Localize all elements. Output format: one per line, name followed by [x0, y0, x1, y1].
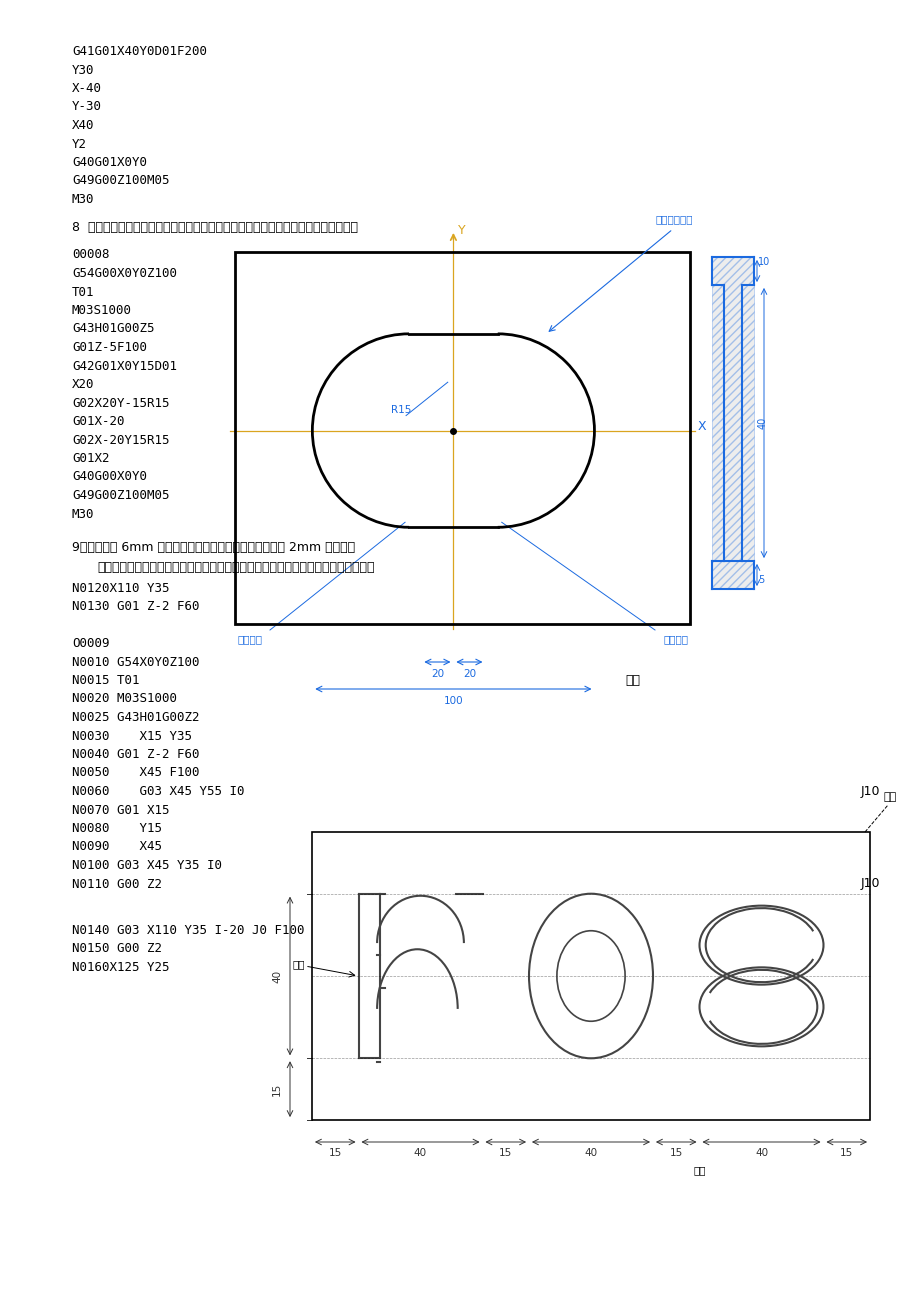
- Text: 15: 15: [669, 1148, 682, 1158]
- Text: 15: 15: [839, 1148, 853, 1158]
- Text: N0100 G03 X45 Y35 I0: N0100 G03 X45 Y35 I0: [72, 859, 221, 872]
- Text: 40: 40: [584, 1148, 597, 1158]
- Bar: [711, 257, 754, 589]
- Text: 100: 100: [443, 696, 462, 705]
- Text: （编程坐标原点设在平板的左下角上表面处，编程过程中不用刀具半径补偿功能。）: （编程坐标原点设在平板的左下角上表面处，编程过程中不用刀具半径补偿功能。）: [96, 561, 374, 574]
- Text: Y2: Y2: [72, 137, 87, 150]
- Text: N0070 G01 X15: N0070 G01 X15: [72, 803, 169, 816]
- Text: N0160X125 Y25: N0160X125 Y25: [72, 961, 169, 974]
- Text: N0010 G54X0Y0Z100: N0010 G54X0Y0Z100: [72, 656, 199, 669]
- Text: M30: M30: [72, 193, 95, 206]
- Text: R15: R15: [391, 404, 411, 415]
- Text: J10: J10: [859, 785, 879, 798]
- Text: 10: 10: [757, 257, 769, 267]
- Text: G02X20Y-15R15: G02X20Y-15R15: [72, 396, 169, 409]
- Text: 编程轨迹: 编程轨迹: [663, 634, 687, 644]
- Text: 00008: 00008: [72, 249, 109, 262]
- Text: Y-30: Y-30: [72, 100, 102, 113]
- Text: G01Z-5F100: G01Z-5F100: [72, 342, 147, 353]
- Text: 15: 15: [272, 1082, 282, 1095]
- Text: Y: Y: [458, 224, 466, 237]
- Text: N0110 G00 Z2: N0110 G00 Z2: [72, 878, 162, 891]
- Text: O0009: O0009: [72, 636, 109, 649]
- Text: 40: 40: [272, 969, 282, 982]
- Text: M03S1000: M03S1000: [72, 304, 131, 317]
- Text: X20: X20: [72, 378, 95, 391]
- Text: N0020 M03S1000: N0020 M03S1000: [72, 692, 176, 705]
- Text: J10: J10: [859, 878, 879, 891]
- Text: N0080    Y15: N0080 Y15: [72, 822, 162, 835]
- Text: 起点: 起点: [292, 958, 305, 969]
- Text: G42G01X0Y15D01: G42G01X0Y15D01: [72, 360, 176, 373]
- Text: N0015 T01: N0015 T01: [72, 674, 140, 687]
- Text: T01: T01: [72, 286, 95, 299]
- Text: 40: 40: [757, 417, 767, 429]
- Text: N0150 G00 Z2: N0150 G00 Z2: [72, 943, 162, 956]
- Text: G43H01G00Z5: G43H01G00Z5: [72, 322, 154, 335]
- Text: X40: X40: [72, 119, 95, 132]
- Text: 9、用直径为 6mm 醓刀醓出下图所示的三个字母，深度为 2mm 试编程。: 9、用直径为 6mm 醓刀醓出下图所示的三个字母，深度为 2mm 试编程。: [72, 541, 355, 554]
- Text: G01X2: G01X2: [72, 452, 109, 466]
- Text: G02X-20Y15R15: G02X-20Y15R15: [72, 433, 169, 446]
- Text: N0050    X45 F100: N0050 X45 F100: [72, 767, 199, 780]
- Text: 20: 20: [462, 669, 475, 679]
- Text: 刀具中心轨迹: 刀具中心轨迹: [654, 214, 692, 224]
- Text: X: X: [698, 420, 706, 433]
- Text: G41G01X40Y0D01F200: G41G01X40Y0D01F200: [72, 46, 207, 57]
- Text: N0040 G01 Z-2 F60: N0040 G01 Z-2 F60: [72, 748, 199, 762]
- Text: G49G00Z100M05: G49G00Z100M05: [72, 489, 169, 502]
- Text: N0090    X45: N0090 X45: [72, 841, 162, 854]
- Text: M30: M30: [72, 507, 95, 520]
- Text: G49G00Z100M05: G49G00Z100M05: [72, 175, 169, 188]
- Text: N0120X110 Y35: N0120X110 Y35: [72, 582, 169, 595]
- Bar: [312, 832, 869, 1120]
- Text: 40: 40: [754, 1148, 767, 1158]
- Text: G01X-20: G01X-20: [72, 415, 124, 428]
- Text: 8  ．编写下图零件内轮廓的精加工程序，编程原点建在工件中心上表面，用右刀补。: 8 ．编写下图零件内轮廓的精加工程序，编程原点建在工件中心上表面，用右刀补。: [72, 220, 357, 233]
- Text: N0030    X15 Y35: N0030 X15 Y35: [72, 729, 192, 742]
- Bar: [234, 252, 689, 625]
- Text: 20: 20: [430, 669, 444, 679]
- Text: N0025 G43H01G00Z2: N0025 G43H01G00Z2: [72, 711, 199, 724]
- Text: 40: 40: [414, 1148, 426, 1158]
- Text: 超点: 超点: [625, 674, 640, 687]
- Text: 15: 15: [499, 1148, 512, 1158]
- Text: N0140 G03 X110 Y35 I-20 J0 F100: N0140 G03 X110 Y35 I-20 J0 F100: [72, 923, 304, 936]
- Text: 5: 5: [757, 575, 764, 585]
- Text: X-40: X-40: [72, 82, 102, 95]
- Text: 15: 15: [328, 1148, 342, 1158]
- Text: 起点: 起点: [693, 1164, 705, 1175]
- Text: G40G00X0Y0: G40G00X0Y0: [72, 471, 147, 484]
- Text: Y30: Y30: [72, 64, 95, 77]
- Text: 超点: 超点: [882, 792, 896, 802]
- Text: G54G00X0Y0Z100: G54G00X0Y0Z100: [72, 267, 176, 280]
- Text: N0060    G03 X45 Y55 I0: N0060 G03 X45 Y55 I0: [72, 785, 244, 798]
- Text: 刀具半径: 刀具半径: [237, 634, 262, 644]
- Text: N0130 G01 Z-2 F60: N0130 G01 Z-2 F60: [72, 600, 199, 613]
- Text: G40G01X0Y0: G40G01X0Y0: [72, 156, 147, 170]
